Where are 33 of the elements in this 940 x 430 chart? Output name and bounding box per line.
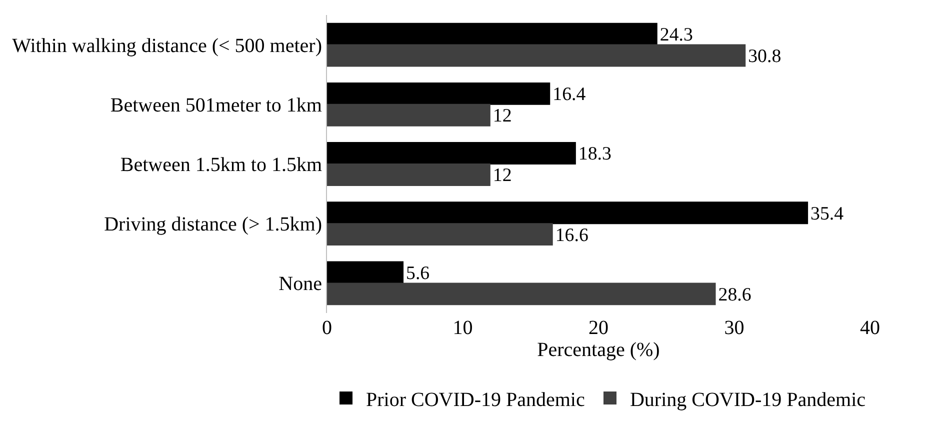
y-tick-label: Within walking distance (< 500 meter) bbox=[12, 34, 322, 57]
bar bbox=[327, 44, 746, 67]
data-label: 18.3 bbox=[578, 144, 612, 165]
bar bbox=[327, 104, 490, 126]
x-tick-label: 0 bbox=[322, 317, 332, 339]
data-label: 16.4 bbox=[552, 84, 586, 106]
bar bbox=[327, 142, 576, 164]
x-axis-title: Percentage (%) bbox=[537, 339, 660, 361]
data-label: 28.6 bbox=[718, 284, 752, 306]
y-tick-label: Driving distance (> 1.5km) bbox=[104, 214, 322, 236]
x-tick-label: 30 bbox=[724, 317, 744, 339]
y-tick-label: None bbox=[278, 273, 322, 296]
bar bbox=[327, 223, 553, 246]
y-tick-label: Between 1.5km to 1.5km bbox=[120, 154, 322, 176]
data-label: 30.8 bbox=[748, 46, 782, 67]
bar bbox=[327, 82, 550, 105]
bar bbox=[327, 22, 658, 46]
bar bbox=[327, 261, 404, 284]
data-label: 16.6 bbox=[555, 224, 588, 246]
data-label: 24.3 bbox=[660, 24, 693, 46]
data-label: 12 bbox=[492, 106, 512, 127]
bar bbox=[327, 164, 490, 186]
data-label: 5.6 bbox=[406, 262, 430, 284]
legend-label: Prior COVID-19 Pandemic bbox=[366, 388, 585, 411]
bar bbox=[327, 202, 808, 224]
data-label: 12 bbox=[492, 165, 512, 186]
x-tick-label: 10 bbox=[452, 317, 473, 339]
bar bbox=[327, 282, 716, 306]
x-tick-label: 20 bbox=[588, 317, 608, 339]
y-tick-label: Between 501meter to 1km bbox=[110, 94, 322, 116]
x-tick-label: 40 bbox=[860, 317, 880, 339]
legend-label: During COVID-19 Pandemic bbox=[630, 388, 866, 411]
data-label: 35.4 bbox=[810, 203, 844, 224]
